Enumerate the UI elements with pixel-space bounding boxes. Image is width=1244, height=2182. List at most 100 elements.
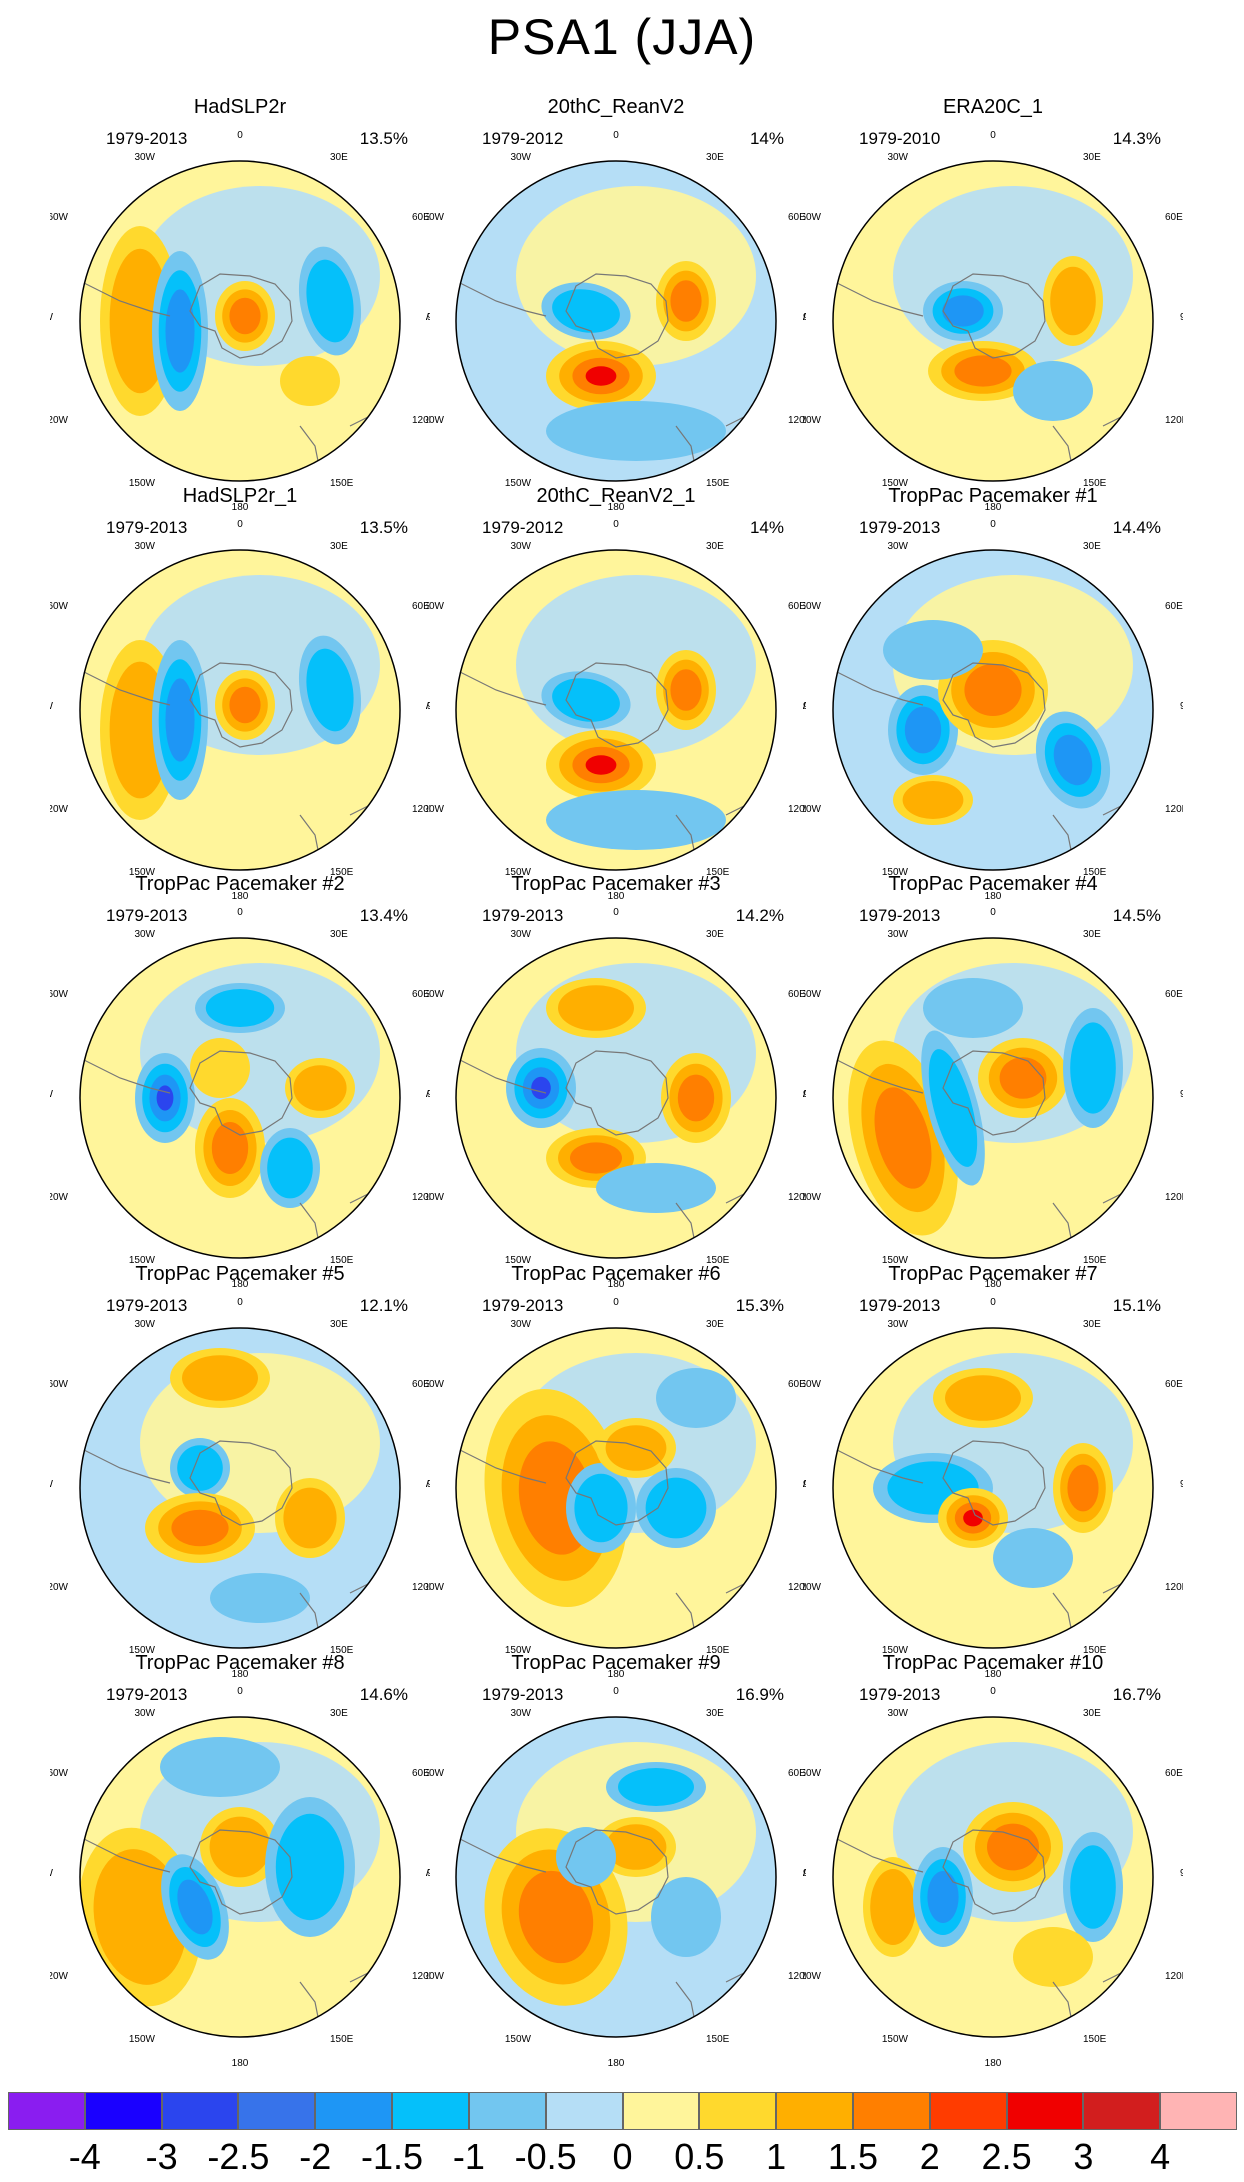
longitude-label: 150E: [1083, 2034, 1107, 2045]
map-border: [832, 549, 1154, 871]
colorbar-tick-label: 1: [766, 2136, 787, 2177]
positive-anomaly-contour: [1067, 1464, 1099, 1512]
colorbar-swatch: [622, 2092, 700, 2130]
colorbar-tick-label: 4: [1150, 2136, 1171, 2177]
positive-anomaly-contour: [670, 280, 702, 322]
longitude-label: 150E: [1083, 867, 1107, 878]
longitude-label: 120E: [412, 1192, 430, 1203]
longitude-label: 60W: [426, 1768, 445, 1779]
south-america-coastline: [456, 1442, 547, 1484]
longitude-label: 90W: [803, 1089, 807, 1100]
longitude-label: 0: [613, 907, 619, 918]
panel-title: TropPac Pacemaker #2: [135, 873, 345, 895]
colorbar-swatch: [8, 2092, 85, 2130]
longitude-label: 60W: [426, 212, 445, 223]
longitude-label: 90W: [50, 1089, 54, 1100]
longitude-label: 120W: [50, 804, 69, 815]
longitude-label: 150W: [129, 478, 156, 489]
map-panel: HadSLP2r1979-201313.5%030W30E60W60E90W90…: [50, 96, 430, 513]
colorbar-swatch: [84, 2092, 162, 2130]
longitude-label: 120W: [426, 415, 445, 426]
longitude-label: 90E: [1180, 1868, 1183, 1879]
longitude-label: 150W: [505, 478, 532, 489]
panel-years: 1979-2013: [482, 1296, 564, 1315]
panel-title: TropPac Pacemaker #5: [135, 1263, 345, 1285]
map-panel: TropPac Pacemaker #8 1979-2013 14.6% 0 30W 30…: [50, 1652, 430, 2069]
map-border: [832, 937, 1154, 1259]
figure-title: PSA1 (JJA): [487, 9, 757, 65]
longitude-label: 30W: [134, 1708, 155, 1719]
south-america-coastline: [456, 1052, 547, 1094]
panel-years: 1979-2013: [106, 1296, 188, 1315]
colorbar-tick-label: -4: [68, 2136, 101, 2177]
positive-anomaly-contour: [870, 1869, 916, 1945]
longitude-label: 180: [985, 891, 1002, 902]
longitude-label: 60E: [1165, 1768, 1183, 1779]
negative-anomaly-contour: [156, 1085, 174, 1111]
panel-variance: 14.5%: [1112, 906, 1161, 925]
longitude-label: 120E: [788, 1582, 806, 1593]
longitude-label: 150E: [330, 1255, 354, 1266]
panel-variance: 13.5%: [359, 518, 408, 537]
polar-map: 030W30E60W60E90W90E120W120E150W150E180: [50, 907, 430, 1290]
antarctica-coastline: [565, 273, 669, 359]
longitude-label: 90W: [426, 1479, 430, 1490]
colorbar-tick-label: -0.5: [514, 2136, 577, 2177]
longitude-label: 90W: [50, 1479, 54, 1490]
longitude-label: 30E: [706, 1319, 724, 1330]
longitude-label: 60W: [50, 1379, 69, 1390]
map-panel: TropPac Pacemaker #4 1979-2013 14.5% 0 30W 30…: [803, 873, 1183, 1290]
negative-anomaly-contour: [651, 1877, 721, 1957]
polar-map: 030W30E60W60E90W90E120W120E150W150E180: [803, 1297, 1183, 1680]
colorbar-tick-label: -1: [452, 2136, 485, 2177]
longitude-label: 0: [613, 519, 619, 530]
map-panel: TropPac Pacemaker #6 1979-2013 15.3% 0 30W 30…: [426, 1263, 806, 1680]
map-border: [455, 160, 777, 482]
longitude-label: 150E: [706, 867, 730, 878]
longitude-label: 0: [237, 1686, 243, 1697]
colorbar-swatch: [1083, 2092, 1161, 2130]
longitude-label: 0: [237, 907, 243, 918]
longitude-label: 90W: [426, 312, 430, 323]
negative-anomaly-contour: [165, 289, 195, 373]
polar-map: 030W30E60W60E90W90E120W120E150W150E180: [50, 519, 430, 902]
longitude-label: 120E: [788, 415, 806, 426]
longitude-label: 60W: [426, 1379, 445, 1390]
panel-variance: 14.4%: [1112, 518, 1161, 537]
polar-map: 030W30E60W60E90W90E120W120E150W150E180: [50, 130, 430, 513]
longitude-label: 150E: [706, 478, 730, 489]
longitude-label: 90W: [426, 701, 430, 712]
longitude-label: 120E: [788, 1192, 806, 1203]
panel-variance: 12.1%: [359, 1296, 408, 1315]
longitude-label: 60W: [803, 601, 822, 612]
colorbar-tick-label: 1.5: [827, 2136, 878, 2177]
panel-title: TropPac Pacemaker #9: [511, 1652, 721, 1674]
positive-anomaly-contour: [229, 297, 261, 335]
negative-anomaly-contour: [1053, 734, 1093, 786]
longitude-label: 180: [985, 2058, 1002, 2069]
positive-anomaly-contour: [874, 1087, 932, 1189]
longitude-label: 30W: [134, 152, 155, 163]
south-america-coastline: [833, 1442, 924, 1484]
negative-anomaly-contour: [552, 289, 620, 333]
south-america-coastline: [833, 275, 924, 317]
longitude-label: 150W: [505, 867, 532, 878]
longitude-label: 30W: [510, 1319, 531, 1330]
longitude-label: 60E: [412, 212, 430, 223]
longitude-label: 150E: [330, 867, 354, 878]
positive-anomaly-contour: [670, 669, 702, 711]
colorbar-tick-label: 3: [1073, 2136, 1094, 2177]
panel-title: TropPac Pacemaker #6: [511, 1263, 721, 1285]
longitude-label: 30E: [1083, 152, 1101, 163]
negative-anomaly-contour: [574, 1473, 628, 1543]
positive-anomaly-contour: [605, 1425, 667, 1471]
negative-anomaly-contour: [160, 1737, 280, 1797]
longitude-label: 120E: [412, 415, 430, 426]
polar-map: 030W30E60W60E90W90E120W120E150W150E180: [50, 1686, 430, 2069]
polar-map: 030W30E60W60E90W90E120W120E150W150E180: [50, 1297, 430, 1680]
panel-years: 1979-2013: [482, 906, 564, 925]
negative-anomaly-contour: [656, 1368, 736, 1428]
longitude-label: 120W: [426, 1192, 445, 1203]
positive-anomaly-contour: [229, 686, 261, 724]
antarctica-coastline: [565, 662, 669, 748]
